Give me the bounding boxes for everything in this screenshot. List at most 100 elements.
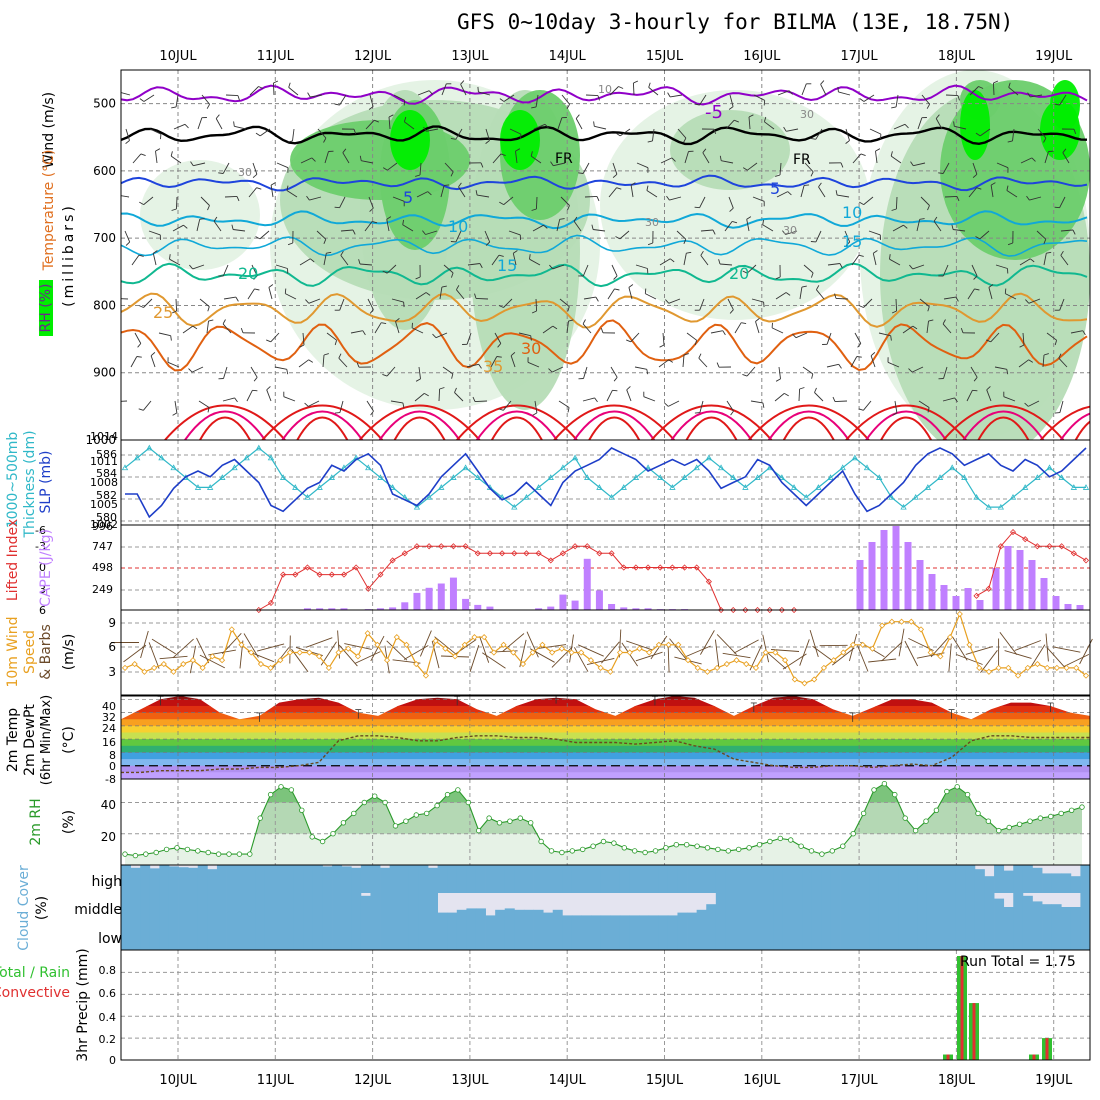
thickness-point bbox=[717, 464, 725, 471]
wind-barb bbox=[527, 361, 540, 368]
wind-barb-flag bbox=[1060, 250, 1064, 256]
cloud-bar-low bbox=[168, 921, 179, 950]
cloud-bar-high bbox=[456, 865, 467, 893]
cloud-bar-middle bbox=[926, 893, 937, 921]
cloud-bar-high bbox=[850, 865, 861, 893]
cloud-bar-low bbox=[552, 921, 563, 950]
wind-barb-flag bbox=[311, 157, 316, 162]
wind-barb bbox=[851, 254, 860, 266]
wind-barb bbox=[668, 400, 680, 407]
cloud-bar-middle bbox=[149, 893, 160, 921]
cloud-bar-middle bbox=[629, 915, 640, 921]
wind-barb bbox=[802, 366, 814, 375]
cloud-bar-low bbox=[312, 921, 323, 950]
wind-barb bbox=[582, 397, 595, 402]
wind10-barb bbox=[965, 646, 993, 655]
rh2m-point bbox=[621, 845, 627, 851]
cape-bar bbox=[1004, 546, 1012, 610]
wind-barb-flag bbox=[671, 157, 676, 162]
wind-barb-flag bbox=[659, 344, 665, 348]
wind10-point bbox=[849, 641, 857, 648]
rh2m-point bbox=[704, 845, 711, 851]
wind-barb-flag bbox=[667, 92, 671, 98]
wind-barb bbox=[490, 356, 498, 368]
wind-barb-flag bbox=[116, 190, 117, 195]
rh2m-point bbox=[663, 845, 669, 851]
cloud-bar-high bbox=[955, 865, 966, 893]
wind-barb bbox=[560, 196, 570, 206]
wind10-barb bbox=[857, 645, 869, 672]
wind-barb bbox=[251, 264, 258, 277]
wind10-point bbox=[374, 641, 381, 648]
wind-barb-flag bbox=[1030, 258, 1035, 263]
cloud-bar-high bbox=[821, 865, 832, 893]
contour-label: 35 bbox=[483, 357, 503, 376]
wind-barb-flag bbox=[125, 241, 131, 246]
rh2m-point bbox=[226, 851, 232, 857]
cloud-bar-middle bbox=[293, 893, 304, 921]
wind-barb-flag bbox=[741, 322, 747, 325]
wind-barb-flag bbox=[334, 340, 338, 346]
thickness-point bbox=[851, 454, 859, 461]
thickness-point bbox=[888, 493, 895, 500]
wind-barb-flag bbox=[845, 241, 851, 246]
wind-barb bbox=[635, 264, 648, 269]
wind-barb-flag bbox=[235, 296, 239, 302]
wind-barb bbox=[393, 94, 405, 101]
wind-barb-flag bbox=[218, 172, 224, 174]
wind-barb bbox=[426, 128, 439, 132]
wind-barb bbox=[456, 289, 465, 300]
thickness-point bbox=[924, 484, 932, 490]
wind10-point bbox=[384, 657, 391, 664]
wind-barb-flag bbox=[284, 288, 287, 294]
wind10-point bbox=[1034, 660, 1041, 668]
wind-barb bbox=[608, 187, 617, 198]
cloud-bar-middle bbox=[1070, 907, 1081, 921]
cloud-bar-high bbox=[1022, 865, 1033, 893]
cloud-bar-low bbox=[965, 921, 976, 950]
wind-barb-flag bbox=[870, 352, 876, 357]
rh2m-point bbox=[351, 810, 357, 817]
precip-tick: 0.4 bbox=[99, 1011, 117, 1024]
contour-label: -5 bbox=[705, 102, 723, 123]
thickness-point bbox=[146, 444, 153, 451]
wind-barb bbox=[317, 128, 327, 139]
wind-barb bbox=[508, 230, 521, 236]
wind-barb-flag bbox=[919, 218, 925, 220]
cloud-bar-high bbox=[168, 866, 179, 893]
wind-barb-flag bbox=[595, 296, 599, 302]
cloud-bar-high bbox=[264, 865, 275, 893]
surface-isotherm-arch bbox=[748, 404, 870, 440]
cloud-bar-high bbox=[332, 865, 343, 893]
cloud-bar-low bbox=[1013, 921, 1024, 950]
wind-barb-flag bbox=[892, 412, 898, 416]
wind-barb bbox=[863, 196, 874, 205]
cloud-bar-middle bbox=[735, 893, 746, 921]
thickness-tick: 580 bbox=[96, 511, 117, 524]
cloud-bar-middle bbox=[763, 893, 774, 921]
lifted-index-point bbox=[426, 543, 433, 550]
temp2m-tick: 8 bbox=[109, 749, 116, 762]
lifted-index-point bbox=[316, 571, 323, 578]
wind-barb bbox=[124, 230, 131, 243]
wind-barb bbox=[197, 117, 203, 130]
wind-barb-flag bbox=[1043, 239, 1047, 244]
lifted-index-point bbox=[499, 550, 506, 557]
wind-barb bbox=[308, 298, 321, 304]
wind-barb bbox=[467, 263, 480, 266]
rh2m-point bbox=[319, 838, 326, 845]
wind-barb bbox=[619, 230, 630, 240]
wind-barb bbox=[669, 196, 682, 201]
cloud-bar-high bbox=[418, 865, 429, 893]
wind-barb-flag bbox=[323, 137, 327, 143]
precip-tick: 0 bbox=[109, 1054, 116, 1067]
rh-shade-14 bbox=[390, 110, 430, 170]
wind-barb-flag bbox=[763, 116, 767, 122]
rh2m-point bbox=[163, 846, 170, 853]
cloud-bar-middle bbox=[821, 893, 832, 921]
wind-barb-flag bbox=[529, 254, 531, 260]
wind10-point bbox=[121, 664, 129, 671]
thickness-point bbox=[194, 484, 202, 490]
cloud-bar-middle bbox=[552, 909, 563, 921]
cloud-bar-high bbox=[792, 865, 803, 893]
